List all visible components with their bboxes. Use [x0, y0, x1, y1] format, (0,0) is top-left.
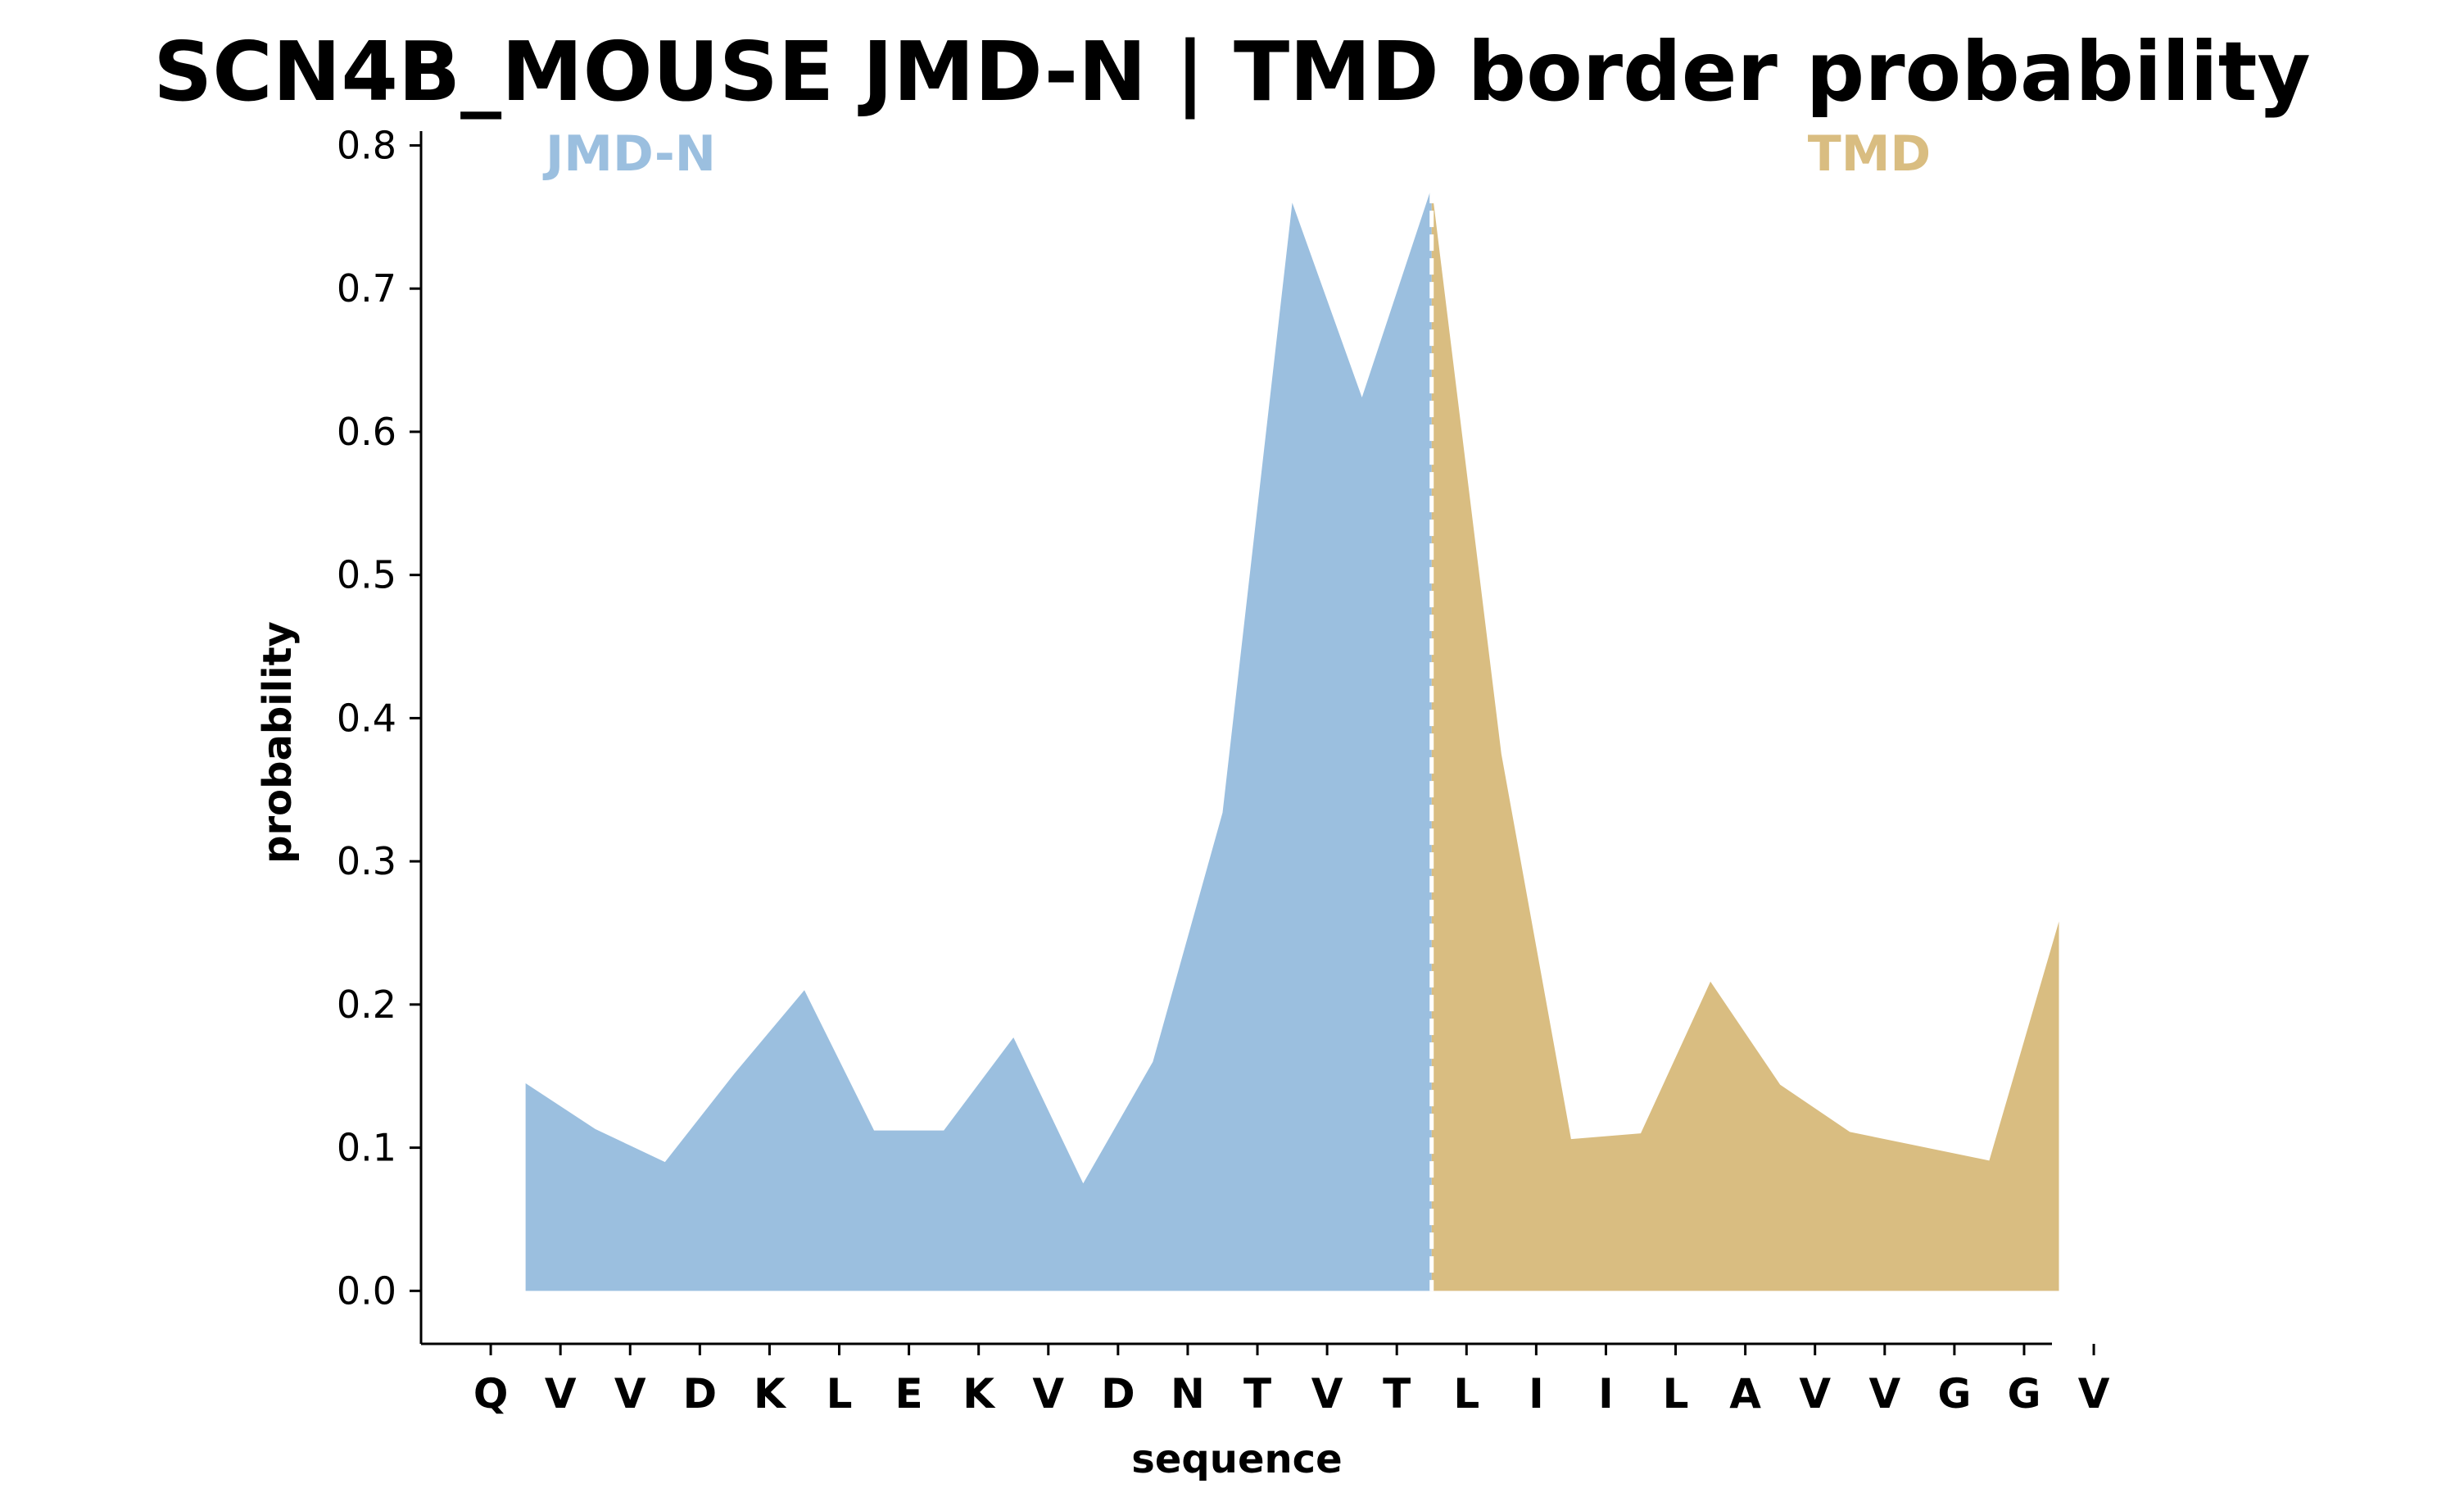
x-tick-label: G: [1937, 1370, 1971, 1418]
y-tick-label: 0.5: [337, 553, 396, 597]
x-axis-label: sequence: [1131, 1436, 1342, 1482]
y-tick-label: 0.3: [337, 839, 396, 883]
x-tick-label: K: [962, 1370, 996, 1418]
x-tick-label: D: [683, 1370, 718, 1418]
x-tick-label: N: [1171, 1370, 1205, 1418]
axes-layer: [419, 131, 2052, 1345]
x-tick-label: I: [1529, 1370, 1544, 1418]
y-tick-label: 0.4: [337, 696, 396, 740]
jmd-n-area: [525, 187, 1432, 1291]
area-layer: [525, 187, 2059, 1291]
x-tick-label: T: [1383, 1370, 1411, 1418]
x-tick-label: A: [1729, 1370, 1761, 1418]
x-tick-label: I: [1598, 1370, 1614, 1418]
x-tick-label: D: [1101, 1370, 1135, 1418]
chart-title: SCN4B_MOUSE JMD-N | TMD border probabili…: [153, 24, 2310, 120]
x-tick-label: V: [614, 1370, 646, 1418]
x-tick-label: V: [1868, 1370, 1900, 1418]
y-tick-label: 0.1: [337, 1126, 396, 1170]
x-tick-label: V: [545, 1370, 577, 1418]
y-axis-label: probability: [255, 621, 301, 864]
x-tick-label: L: [1663, 1370, 1689, 1418]
x-tick-label: T: [1243, 1370, 1271, 1418]
y-tick-label: 0.6: [337, 410, 396, 454]
y-tick-label: 0.0: [337, 1268, 396, 1313]
x-tick-label: G: [2007, 1370, 2040, 1418]
y-tick-label: 0.8: [337, 123, 396, 167]
y-tick-label: 0.7: [337, 266, 396, 311]
x-tick-label: L: [1453, 1370, 1479, 1418]
region-label-jmd-n: JMD-N: [542, 125, 716, 183]
x-tick-label: E: [895, 1370, 923, 1418]
y-tick-layer: 0.0 0.1 0.2 0.3 0.4 0.5 0.6 0.7 0.8: [337, 123, 421, 1313]
x-tick-label: V: [2078, 1370, 2110, 1418]
x-tick-label: Q: [473, 1370, 509, 1418]
x-tick-label: V: [1799, 1370, 1831, 1418]
x-tick-label: V: [1032, 1370, 1064, 1418]
x-tick-label: V: [1311, 1370, 1343, 1418]
x-tick-label: L: [827, 1370, 853, 1418]
y-tick-label: 0.2: [337, 982, 396, 1027]
x-tick-label: K: [754, 1370, 787, 1418]
tmd-area: [1431, 187, 2059, 1291]
region-label-tmd: TMD: [1808, 125, 1931, 183]
